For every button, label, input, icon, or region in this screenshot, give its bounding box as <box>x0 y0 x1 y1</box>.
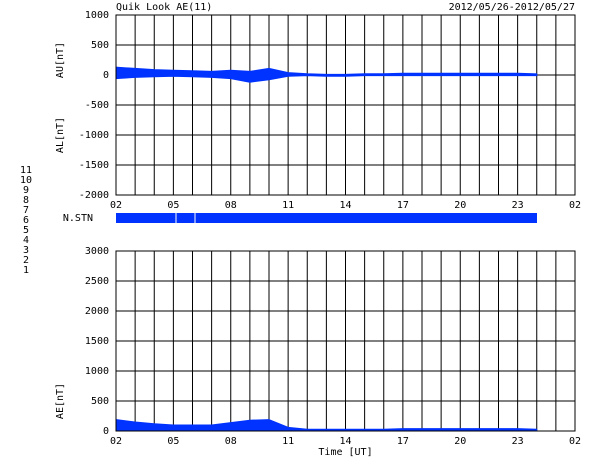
station-legend-label: 4 <box>23 235 29 246</box>
station-bar <box>116 213 537 223</box>
station-label: N.STN <box>63 213 93 224</box>
y-tick-label: 500 <box>91 396 109 407</box>
plot-frame <box>115 250 576 432</box>
y-axis-label: AU[nT] <box>55 42 66 78</box>
chart-title: Quik Look AE(11) <box>116 2 212 13</box>
station-legend-label: 11 <box>20 165 32 176</box>
y-axis-label: AL[nT] <box>55 117 66 153</box>
station-legend-label: 1 <box>23 265 29 276</box>
x-tick-label: 11 <box>282 200 294 211</box>
y-tick-label: -1500 <box>79 160 109 171</box>
x-tick-label: 05 <box>167 436 179 447</box>
x-tick-label: 17 <box>397 200 409 211</box>
station-legend-label: 7 <box>23 205 29 216</box>
y-tick-label: 1000 <box>85 10 109 21</box>
y-tick-label: 2000 <box>85 306 109 317</box>
y-axis-label: AE[nT] <box>55 383 66 419</box>
x-tick-label: 02 <box>110 200 122 211</box>
x-tick-label: 17 <box>397 436 409 447</box>
y-tick-label: -2000 <box>79 190 109 201</box>
x-tick-label: 14 <box>339 436 351 447</box>
y-tick-label: 2500 <box>85 276 109 287</box>
y-tick-label: 1500 <box>85 336 109 347</box>
area <box>115 419 538 432</box>
y-tick-label: 1000 <box>85 366 109 377</box>
x-tick-label: 20 <box>454 200 466 211</box>
station-legend-label: 6 <box>23 215 29 226</box>
x-tick-label: 14 <box>339 200 351 211</box>
area <box>115 74 538 83</box>
x-tick-label: 23 <box>512 200 524 211</box>
plot-frame <box>115 14 576 196</box>
x-tick-label: 20 <box>454 436 466 447</box>
station-bar-fill <box>116 213 537 223</box>
x-tick-label: 11 <box>282 436 294 447</box>
y-tick-label: -1000 <box>79 130 109 141</box>
station-legend-label: 3 <box>23 245 29 256</box>
x-axis-label: Time [UT] <box>318 447 372 458</box>
y-tick-label: 0 <box>103 426 109 437</box>
station-legend-label: 5 <box>23 225 29 236</box>
station-legend-label: 2 <box>23 255 29 266</box>
y-tick-label: 3000 <box>85 246 109 257</box>
x-tick-label: 08 <box>225 436 237 447</box>
y-tick-label: 0 <box>103 70 109 81</box>
x-tick-label: 02 <box>569 200 581 211</box>
station-legend-label: 9 <box>23 185 29 196</box>
y-tick-label: -500 <box>85 100 109 111</box>
x-tick-label: 02 <box>110 436 122 447</box>
station-legend-label: 10 <box>20 175 32 186</box>
x-tick-label: 05 <box>167 200 179 211</box>
x-tick-label: 08 <box>225 200 237 211</box>
x-tick-label: 02 <box>569 436 581 447</box>
station-legend-label: 8 <box>23 195 29 206</box>
period: 2012/05/26-2012/05/27 <box>449 2 575 13</box>
area <box>115 66 538 76</box>
x-tick-label: 23 <box>512 436 524 447</box>
y-tick-label: 500 <box>91 40 109 51</box>
